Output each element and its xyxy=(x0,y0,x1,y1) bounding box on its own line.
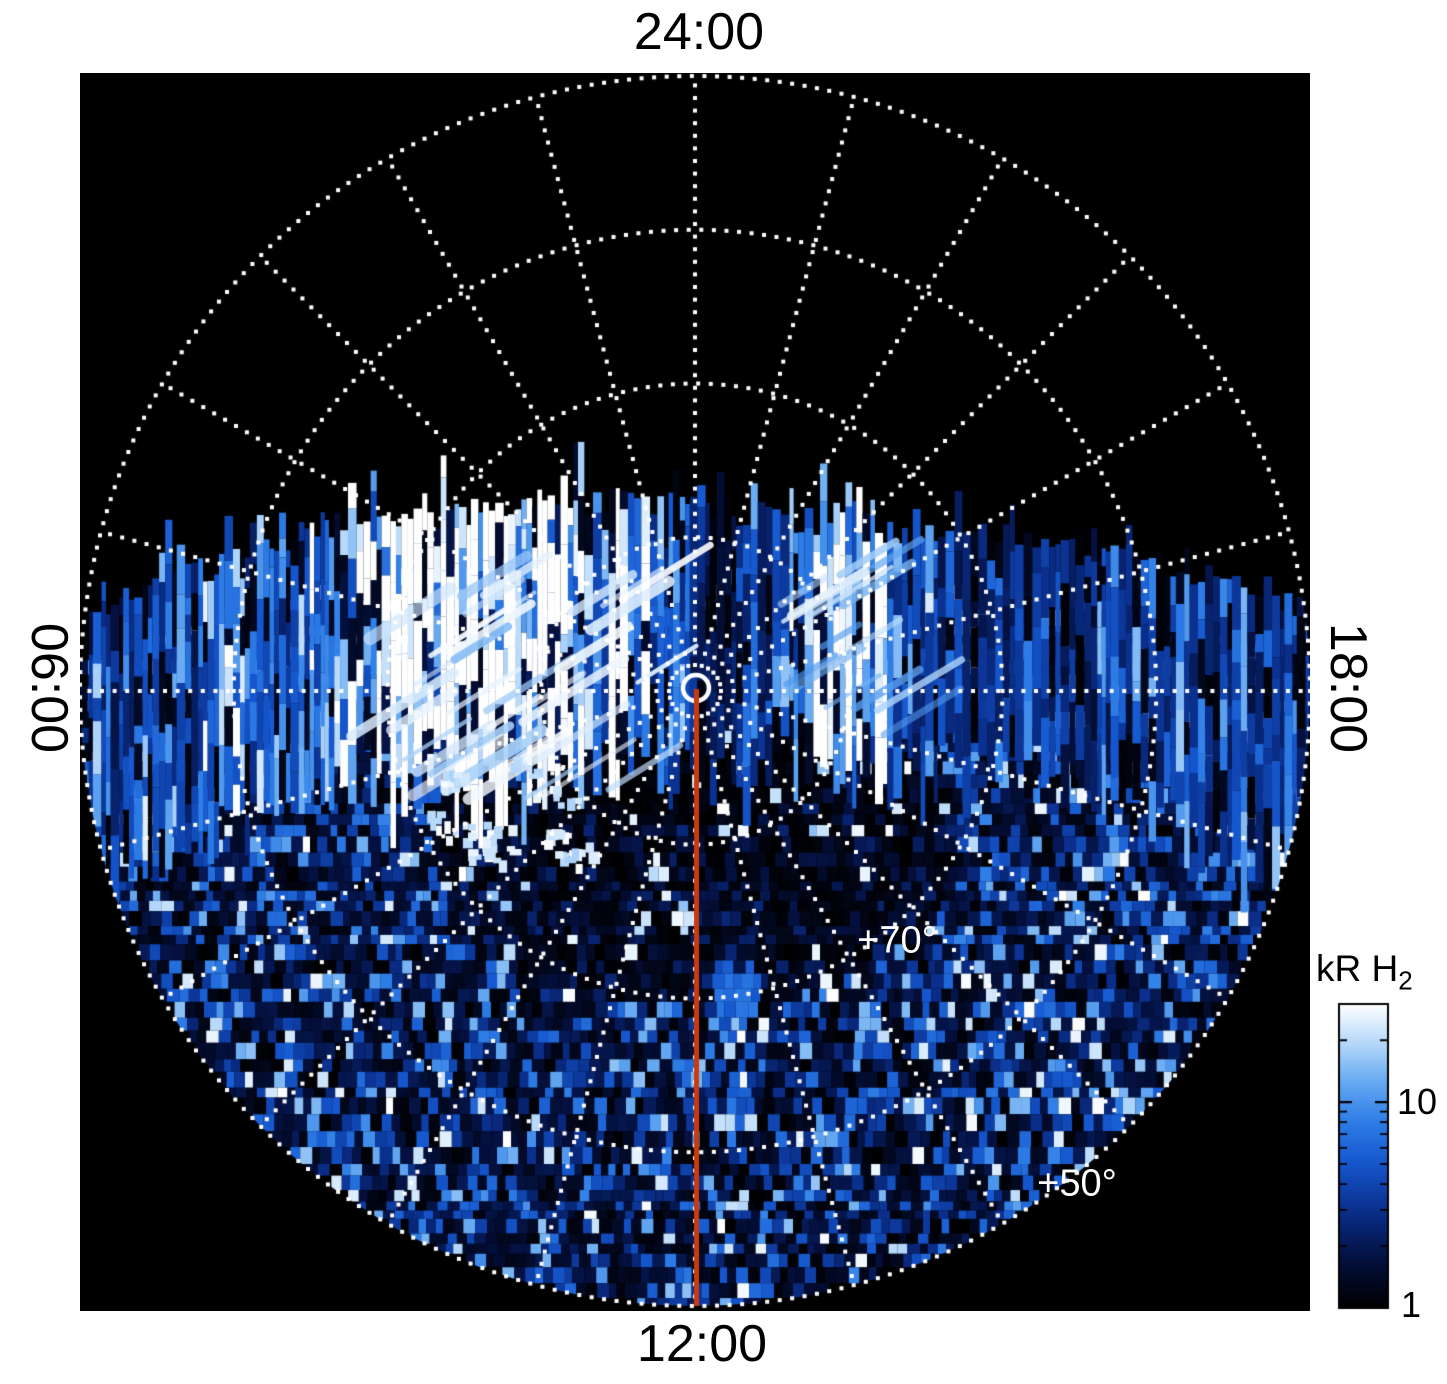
colorbar-gradient-canvas xyxy=(1330,996,1440,1326)
local-time-label-0600: 06:00 xyxy=(20,622,78,754)
latitude-label-50: +50° xyxy=(1037,1162,1117,1205)
colorbar-tick-label-1: 1 xyxy=(1401,1284,1422,1325)
local-time-label-1800: 18:00 xyxy=(1319,622,1377,754)
local-time-label-1200: 12:00 xyxy=(636,1315,768,1373)
polar-aurora-map-canvas xyxy=(80,73,1310,1311)
colorbar-title-subscript: 2 xyxy=(1398,965,1413,996)
colorbar-tick-label-10: 10 xyxy=(1397,1081,1438,1122)
colorbar-title: kR H2 xyxy=(1316,948,1413,996)
latitude-label-70: +70° xyxy=(857,919,937,962)
colorbar-title-main: kR H xyxy=(1316,948,1399,989)
local-time-label-2400: 24:00 xyxy=(633,3,765,61)
